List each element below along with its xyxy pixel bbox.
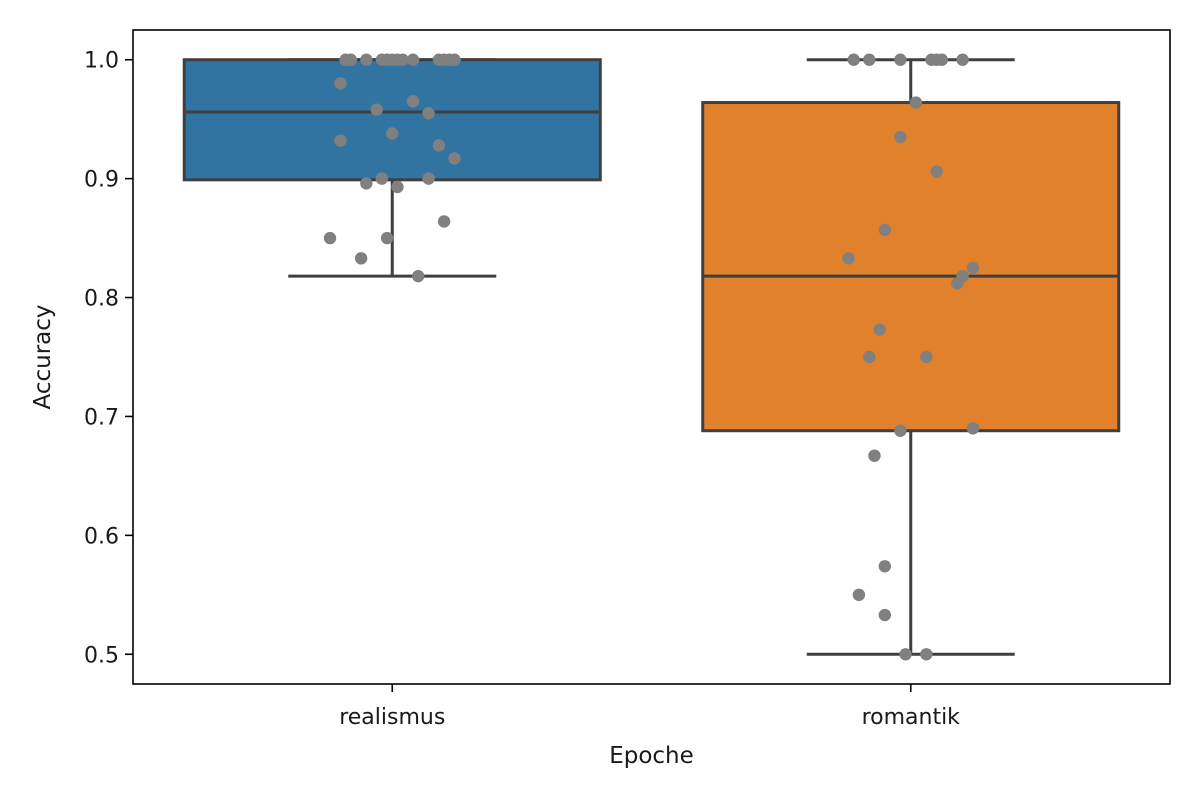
data-point-romantik	[863, 350, 876, 364]
data-point-realismus	[411, 269, 425, 283]
y-tick-label: 0.9	[84, 168, 119, 193]
data-point-romantik	[935, 53, 949, 66]
data-point-realismus	[396, 53, 409, 66]
data-point-romantik	[878, 608, 892, 622]
y-tick-label: 1.0	[84, 49, 119, 74]
boxes-layer	[182, 58, 1121, 656]
data-point-romantik	[930, 165, 943, 178]
data-point-romantik	[878, 560, 892, 573]
data-point-romantik	[878, 223, 892, 236]
data-point-romantik	[894, 424, 907, 437]
data-point-realismus	[354, 252, 368, 265]
data-point-realismus	[344, 53, 357, 66]
data-point-romantik	[966, 261, 980, 275]
data-point-realismus	[375, 172, 389, 185]
data-point-romantik	[868, 449, 881, 462]
data-point-romantik	[966, 422, 980, 435]
data-point-realismus	[334, 134, 347, 147]
box-romantik	[701, 58, 1121, 656]
data-point-realismus	[448, 152, 461, 165]
data-point-romantik	[899, 648, 912, 661]
y-axis: 0.5 0.6 0.7 0.8 0.9 1.0	[84, 49, 133, 668]
data-point-realismus	[323, 231, 337, 245]
data-point-realismus	[422, 172, 435, 185]
data-point-realismus	[334, 77, 347, 90]
iqr-box-romantik	[701, 101, 1121, 433]
data-point-romantik	[894, 130, 907, 144]
data-point-realismus	[380, 231, 394, 245]
data-point-realismus	[360, 177, 373, 190]
data-point-romantik	[920, 648, 933, 661]
data-point-realismus	[422, 107, 435, 120]
data-point-romantik	[894, 53, 907, 66]
data-point-romantik	[863, 53, 876, 66]
data-point-romantik	[842, 252, 855, 265]
data-point-romantik	[873, 323, 886, 336]
data-point-romantik	[951, 277, 964, 290]
x-tick-label: realismus	[339, 705, 445, 730]
data-point-realismus	[432, 139, 446, 152]
box-realismus	[182, 58, 602, 278]
data-point-realismus	[437, 215, 451, 228]
data-point-realismus	[406, 95, 420, 108]
data-point-realismus	[370, 103, 383, 116]
data-point-romantik	[852, 588, 866, 602]
y-tick-label: 0.5	[84, 643, 119, 668]
data-point-realismus	[406, 53, 420, 66]
y-axis-title: Accuracy	[30, 304, 56, 409]
data-point-romantik	[847, 53, 860, 66]
data-point-realismus	[360, 53, 373, 66]
plot-frame	[132, 29, 1171, 685]
y-tick-label: 0.6	[84, 524, 119, 549]
y-tick-label: 0.7	[84, 405, 119, 430]
iqr-box-realismus	[182, 58, 602, 182]
x-tick-label: romantik	[862, 705, 961, 730]
points-layer	[323, 53, 980, 661]
data-point-romantik	[909, 96, 923, 109]
data-point-realismus	[448, 53, 461, 66]
data-point-romantik	[920, 350, 933, 364]
data-point-realismus	[391, 180, 404, 194]
y-tick-label: 0.8	[84, 287, 119, 312]
x-axis: realismus romantik	[339, 684, 960, 730]
data-point-romantik	[956, 53, 969, 66]
x-axis-title: Epoche	[609, 743, 694, 769]
data-point-realismus	[386, 127, 399, 140]
